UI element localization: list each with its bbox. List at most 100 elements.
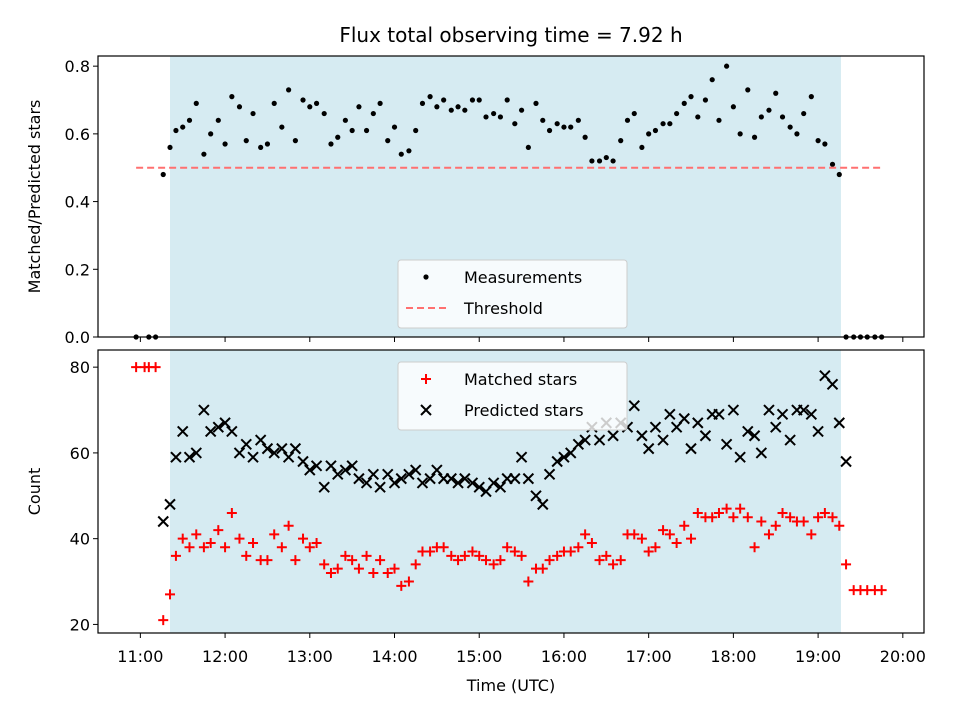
measurement-point (681, 100, 687, 106)
predicted-stars-point (177, 425, 189, 438)
measurement-point (462, 107, 468, 113)
matched-stars-point (467, 546, 478, 557)
measurement-point (624, 117, 631, 123)
measurement-point (497, 114, 504, 120)
predicted-stars-point (332, 468, 344, 481)
legend: Measurements Threshold (397, 259, 628, 329)
matched-stars-point (495, 555, 506, 566)
predicted-stars-point (170, 451, 182, 463)
predicted-stars-point (452, 477, 464, 489)
predicted-stars-point (763, 404, 775, 416)
bottom-panel: 20 40 60 80 11:00 12:00 13:00 14:00 15:00 16:00 17… (25, 349, 926, 695)
measurement-point (779, 114, 786, 120)
predicted-stars-point (473, 481, 485, 493)
matched-stars-point (707, 512, 718, 523)
measurement-point (533, 100, 539, 106)
matched-stars-point (410, 559, 421, 570)
predicted-stars-point (522, 472, 535, 485)
x-tick-label: 18:00 (710, 647, 756, 666)
measurement-point (243, 138, 249, 144)
predicted-stars-point (431, 464, 443, 476)
measurement-point (391, 124, 398, 130)
measurement-point (300, 97, 306, 103)
measurement-point (667, 121, 673, 127)
matched-stars-point (671, 537, 682, 548)
predicted-stars-point (628, 400, 640, 412)
predicted-stars-point (720, 438, 733, 451)
predicted-stars-point (784, 434, 796, 446)
matched-stars-point (834, 520, 845, 531)
matched-stars-point (664, 529, 675, 540)
matched-stars-point (403, 576, 414, 587)
matched-stars-point (361, 550, 372, 561)
matched-stars-point (552, 550, 563, 561)
matched-stars-point (798, 516, 809, 527)
measurement-point (469, 97, 476, 103)
measurement-point (406, 148, 412, 154)
matched-stars-point (601, 550, 612, 561)
measurement-point (554, 121, 560, 127)
predicted-stars-point (346, 460, 358, 472)
matched-stars-point (276, 542, 287, 553)
measurement-point (335, 134, 341, 140)
measurement-point (815, 138, 821, 144)
measurement-point (250, 110, 256, 117)
measurement-point (349, 127, 355, 134)
legend-marker-measurements (423, 274, 429, 280)
matched-stars-point (594, 555, 605, 566)
measurement-point (236, 104, 243, 110)
predicted-stars-point (409, 464, 422, 476)
measurement-point (258, 144, 264, 151)
measurement-point (504, 97, 510, 103)
measurement-point (419, 100, 426, 106)
predicted-stars-point (649, 421, 662, 433)
predicted-stars-point (212, 421, 225, 433)
matched-stars-point (184, 542, 195, 553)
predicted-stars-point (198, 404, 210, 416)
predicted-stars-point (572, 438, 585, 451)
matched-stars-point (813, 512, 824, 523)
measurement-point (724, 63, 730, 69)
matched-stars-point (523, 576, 534, 587)
matched-stars-point (692, 507, 703, 518)
matched-stars-point (353, 563, 364, 574)
measurement-point (631, 110, 637, 117)
predicted-stars-point (374, 481, 386, 493)
measurement-point (822, 141, 828, 147)
predicted-stars-point (183, 451, 196, 463)
matched-stars-point (319, 559, 330, 570)
matched-stars-point (608, 559, 619, 570)
legend-label: Predicted stars (464, 401, 584, 420)
y-axis-label: Matched/Predicted stars (25, 100, 44, 294)
measurement-point (167, 144, 173, 151)
measurement-point (603, 154, 609, 161)
measurement-point (836, 171, 842, 178)
matched-stars-point (226, 507, 237, 518)
matched-stars-point (763, 529, 774, 540)
matched-stars-point (806, 529, 817, 540)
matched-stars-point (241, 550, 252, 561)
measurement-point (271, 100, 277, 106)
matched-stars-point (269, 529, 280, 540)
matched-stars-point (544, 555, 555, 566)
measurement-point (766, 107, 772, 113)
measurement-point (292, 138, 298, 144)
chart-title: Flux total observing time = 7.92 h (339, 23, 682, 47)
matched-stars-point (340, 550, 351, 561)
predicted-stars-point (297, 455, 309, 468)
matched-stars-point (438, 542, 449, 553)
matched-stars-point (150, 362, 161, 373)
measurement-point (652, 127, 659, 134)
matched-stars-point (347, 555, 358, 566)
y-tick-label: 0.6 (65, 125, 90, 144)
predicted-stars-point (289, 442, 302, 455)
predicted-stars-point (727, 404, 740, 416)
measurement-point (160, 171, 166, 178)
measurement-point (646, 131, 652, 137)
predicted-stars-point (509, 472, 521, 485)
matched-stars-point (756, 516, 767, 527)
matched-stars-point (636, 533, 647, 544)
predicted-stars-point (382, 468, 394, 481)
predicted-stars-point (459, 472, 471, 485)
predicted-stars-point (742, 425, 754, 438)
